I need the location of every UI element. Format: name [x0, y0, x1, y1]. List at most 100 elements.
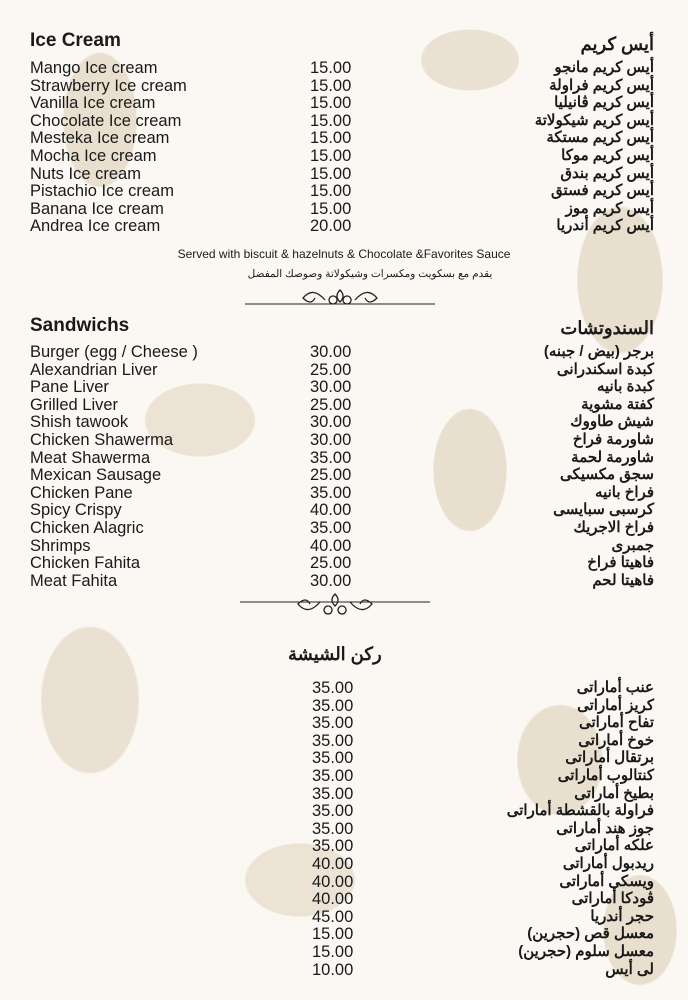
item-price: 35.00 [312, 767, 354, 785]
item-price: 35.00 [310, 483, 352, 502]
item-name: Pistachio Ice cream [30, 182, 174, 201]
item-name-ar: برتقال أماراتى [565, 749, 654, 767]
item-name-ar: أيس كريم موز [565, 199, 654, 217]
menu-item: Grilled Liver 25.00 كفتة مشوية [0, 396, 688, 414]
menu-item: 40.00 ريدبول أماراتى [0, 855, 688, 873]
item-name: Mexican Sausage [30, 466, 162, 485]
menu-item: Chicken Shawerma 30.00 شاورمة فراخ [0, 431, 688, 449]
item-price: 35.00 [312, 679, 354, 697]
item-price: 30.00 [310, 343, 352, 361]
item-name-ar: أيس كريم بندق [560, 164, 654, 182]
item-price: 10.00 [312, 960, 354, 979]
item-name-ar: معسل قص (حجرين) [527, 925, 654, 943]
item-name-ar: فاهيتا فراخ [587, 554, 654, 572]
item-name: Vanilla Ice cream [30, 94, 156, 113]
menu-item: Pistachio Ice cream 15.00 أيس كريم فستق [0, 182, 688, 200]
menu-item: Chicken Alagric 35.00 فراخ الاجريك [0, 519, 688, 537]
item-price: 35.00 [312, 837, 354, 856]
ornament-divider [240, 593, 430, 615]
item-price: 25.00 [310, 466, 352, 485]
ice-cream-note: Served with biscuit & hazelnuts & Chocol… [177, 247, 511, 261]
menu-item: Mocha Ice cream 15.00 أيس كريم موكا [0, 147, 688, 165]
item-name: Chicken Pane [30, 483, 133, 502]
item-name: Mango Ice cream [30, 59, 158, 77]
item-name-ar: عنب أماراتى [576, 679, 654, 696]
item-name: Chicken Alagric [30, 519, 144, 537]
menu-item: 35.00 بطيخ أماراتى [0, 785, 688, 803]
item-price: 15.00 [310, 199, 352, 218]
item-name-ar: فراخ الاجريك [573, 519, 654, 536]
item-name-ar: برجر (بيض / جبنه) [543, 343, 654, 360]
menu-item: Chocolate Ice cream 15.00 أيس كريم شيكولات… [0, 112, 688, 130]
ornament-divider [245, 289, 435, 305]
item-name-ar: كنتالوب أماراتى [557, 767, 654, 784]
item-price: 15.00 [310, 111, 352, 130]
item-price: 15.00 [310, 59, 352, 77]
sandwiches-title-ar: السندوتشات [560, 318, 654, 338]
item-price: 35.00 [312, 731, 354, 750]
item-price: 15.00 [312, 943, 354, 961]
menu-item: Pane Liver 30.00 كبدة بانيه [0, 378, 688, 396]
menu-item: 35.00 خوخ أماراتى [0, 732, 688, 750]
item-name: Spicy Crispy [30, 501, 122, 520]
item-name-ar: ڤودكا أماراتى [571, 890, 654, 908]
item-name-ar: كرسبى سبايسى [553, 501, 654, 519]
menu-item: Mexican Sausage 25.00 سجق مكسيكى [0, 466, 688, 484]
menu-item: 40.00 ڤودكا أماراتى [0, 890, 688, 908]
item-name-ar: أيس كريم أندريا [556, 217, 654, 235]
item-name-ar: كفتة مشوية [581, 395, 654, 413]
menu-item: 15.00 معسل قص (حجرين) [0, 925, 688, 943]
ice-cream-title: Ice Cream [30, 30, 121, 51]
item-name-ar: معسل سلوم (حجرين) [518, 943, 654, 960]
item-name-ar: شيش طاووك [570, 413, 654, 431]
item-name-ar: أيس كريم مستكة [546, 129, 654, 147]
item-name-ar: جوز هند أماراتى [556, 819, 654, 837]
sandwiches-title: Sandwichs [30, 315, 130, 336]
menu-item: Nuts Ice cream 15.00 أيس كريم بندق [0, 165, 688, 183]
item-name: Mocha Ice cream [30, 147, 157, 165]
menu-item: Alexandrian Liver 25.00 كبدة اسكندرانى [0, 361, 688, 379]
menu-item: Shrimps 40.00 جمبرى [0, 537, 688, 555]
item-name-ar: لى أيس [605, 960, 654, 978]
menu-item: 35.00 كنتالوب أماراتى [0, 767, 688, 785]
item-name: Strawberry Ice cream [30, 76, 187, 95]
item-name-ar: فراخ بانيه [595, 483, 654, 501]
menu-item: 35.00 كريز أماراتى [0, 697, 688, 715]
item-price: 35.00 [312, 714, 354, 733]
item-name-ar: ويسكى أماراتى [559, 872, 654, 890]
item-price: 15.00 [310, 76, 352, 95]
item-name-ar: ريدبول أماراتى [562, 855, 654, 872]
item-price: 35.00 [312, 802, 354, 821]
item-name-ar: أيس كريم ڤانيليا [554, 94, 654, 112]
menu-item: 10.00 لى أيس [0, 961, 688, 979]
item-price: 35.00 [312, 749, 354, 768]
item-price: 25.00 [310, 554, 352, 573]
item-price: 15.00 [312, 925, 354, 944]
menu-item: 40.00 ويسكى أماراتى [0, 873, 688, 891]
item-price: 30.00 [310, 431, 352, 449]
item-name-ar: خوخ أماراتى [578, 731, 654, 749]
item-name-ar: شاورمة لحمة [571, 448, 654, 466]
item-name-ar: تفاح أماراتى [578, 714, 654, 732]
item-price: 30.00 [310, 571, 352, 590]
item-name: Burger (egg / Cheese ) [30, 343, 198, 361]
item-name: Pane Liver [30, 378, 109, 397]
menu-item: Chicken Fahita 25.00 فاهيتا فراخ [0, 554, 688, 572]
menu-item: 15.00 معسل سلوم (حجرين) [0, 943, 688, 961]
item-name: Shish tawook [30, 413, 129, 432]
item-name: Chicken Shawerma [30, 431, 174, 449]
item-price: 40.00 [310, 501, 352, 520]
item-name-ar: أيس كريم فستق [551, 182, 654, 200]
item-name: Chicken Fahita [30, 554, 141, 573]
item-name: Meat Shawerma [30, 448, 151, 467]
item-name: Andrea Ice cream [30, 217, 161, 236]
menu-item: Andrea Ice cream 20.00 أيس كريم أندريا [0, 217, 688, 235]
menu-item: Banana Ice cream 15.00 أيس كريم موز [0, 200, 688, 218]
item-name-ar: كبدة اسكندرانى [556, 360, 654, 378]
item-name-ar: فاهيتا لحم [592, 571, 654, 589]
menu-item: Meat Shawerma 35.00 شاورمة لحمة [0, 449, 688, 467]
menu-item: 35.00 جوز هند أماراتى [0, 820, 688, 838]
item-name-ar: أيس كريم فراولة [549, 76, 654, 94]
